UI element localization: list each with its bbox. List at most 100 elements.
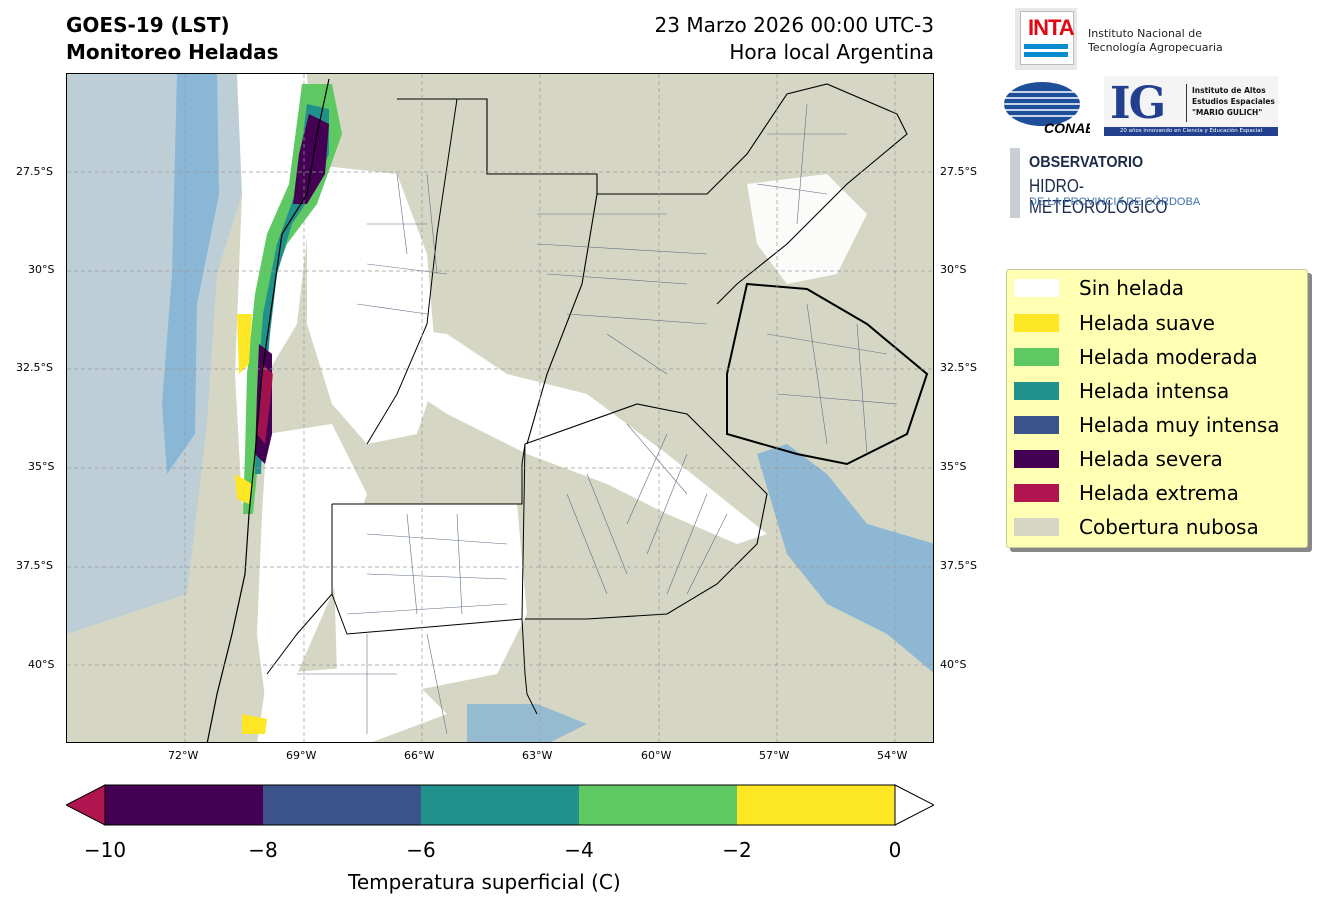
clear-region-west [257,424,367,714]
lon-label-5: 60°W [641,749,672,762]
legend-item: Helada suave [1014,306,1215,340]
lat-label-left-2: 30°S [28,263,55,276]
observatorio-line2: HIDRO-METEOROLÓGICO [1029,176,1168,217]
legend-swatch [1014,416,1059,434]
lat-label-left-1: 27.5°S [16,165,53,178]
catamarca-border [366,98,458,445]
inta-name: Instituto Nacional de Tecnología Agropec… [1088,27,1223,54]
legend-swatch [1014,279,1059,297]
conae-logo: CONAE [1004,78,1095,136]
map-canvas [67,74,933,742]
pacific-ocean-dark [162,74,219,474]
legend-label: Helada muy intensa [1079,413,1280,437]
legend-label: Helada extrema [1079,481,1239,505]
legend-label: Helada suave [1079,311,1215,335]
lon-label-7: 54°W [877,749,908,762]
colorbar-tick: −2 [722,838,752,862]
ig-logo-mark: IG [1110,78,1166,129]
colorbar-bin [579,785,737,825]
legend-label: Cobertura nubosa [1079,515,1259,539]
colorbar-tick: −4 [564,838,594,862]
colorbar-over-arrow [894,784,934,826]
clear-region-patagonia [257,664,447,742]
observatorio-line1: OBSERVATORIO [1029,154,1144,171]
la-pampa-north [332,443,526,505]
lat-label-right-6: 40°S [940,658,967,671]
neuquen-border [266,593,333,675]
frost-severe-north [293,114,329,204]
title-block: GOES-19 (LST) Monitoreo Heladas [66,12,279,66]
legend-label: Helada intensa [1079,379,1230,403]
colorbar-tick: −10 [83,838,127,862]
rio-negro-border [521,618,538,715]
clear-region-pampa [332,504,527,694]
legend-item: Cobertura nubosa [1014,510,1259,544]
legend-label: Sin helada [1079,276,1185,300]
inta-logo: INTA [1015,8,1077,70]
atlantic-south [467,704,587,742]
legend-item: Helada muy intensa [1014,408,1280,442]
observatorio-logo: OBSERVATORIO HIDRO-METEOROLÓGICO DE LA P… [1010,148,1250,218]
conae-logo-text: CONAE [1044,120,1090,136]
lon-label-2: 69°W [286,749,317,762]
lat-label-left-4: 35°S [28,460,55,473]
timezone-label: Hora local Argentina [729,40,934,64]
la-pampa-border [331,443,526,635]
legend-item: Helada intensa [1014,374,1229,408]
lat-label-left-3: 32.5°S [16,361,53,374]
conae-globe-icon: CONAE [1004,82,1095,136]
legend-swatch [1014,314,1059,332]
legend-item: Helada severa [1014,442,1223,476]
ig-logo: IG Instituto de Altos Estudios Espaciale… [1104,76,1278,136]
lat-label-right-5: 37.5°S [940,559,977,572]
legend-item: Helada extrema [1014,476,1239,510]
legend-swatch [1014,450,1059,468]
frost-mild-west [237,314,252,374]
lat-label-right-4: 35°S [940,460,967,473]
graticule [67,74,933,742]
observatorio-line3: DE LA PROVINCIA DE CÓRDOBA [1029,196,1201,208]
lon-label-6: 57°W [759,749,790,762]
lat-label-left-5: 37.5°S [16,559,53,572]
frost-moderate-strip [243,84,342,514]
international-border [206,78,330,742]
product-subtitle: Monitoreo Heladas [66,40,279,64]
legend-label: Helada severa [1079,447,1223,471]
clear-band-central [367,324,767,544]
department-lines [297,103,898,735]
lat-label-left-6: 40°S [28,658,55,671]
santa-fe-border [526,193,598,445]
lon-label-3: 66°W [404,749,435,762]
date-label: 23 Marzo 2026 00:00 UTC-3 [654,13,934,37]
lat-label-right-2: 30°S [940,263,967,276]
legend-item: Helada moderada [1014,340,1258,374]
lon-label-1: 72°W [168,749,199,762]
buenos-aires-border [524,403,768,620]
lat-label-right-3: 32.5°S [940,361,977,374]
legend-swatch [1014,348,1059,366]
legend-item: Sin helada [1014,271,1184,305]
colorbar-label: Temperatura superficial (C) [348,870,621,894]
frost-mild-patagonia [242,714,267,734]
frost-mild-south [235,474,252,504]
product-title: GOES-19 (LST) [66,13,230,37]
date-block: 23 Marzo 2026 00:00 UTC-3 Hora local Arg… [655,12,934,66]
colorbar-bin [105,785,263,825]
colorbar-under-arrow [66,784,106,826]
legend-swatch [1014,382,1059,400]
frost-map [66,73,934,743]
north-border [397,83,908,305]
uruguay-border [726,282,929,466]
colorbar-tick: −6 [406,838,436,862]
colorbar-tick: 0 [888,838,902,862]
colorbar-bin [421,785,579,825]
legend-swatch [1014,518,1059,536]
colorbar-bin [263,785,421,825]
lat-label-right-1: 27.5°S [940,165,977,178]
colorbar-bin [737,785,895,825]
colorbar-tick: −8 [248,838,278,862]
legend-label: Helada moderada [1079,345,1258,369]
atlantic-ocean [757,444,933,673]
legend-swatch [1014,484,1059,502]
colorbar [66,784,934,826]
